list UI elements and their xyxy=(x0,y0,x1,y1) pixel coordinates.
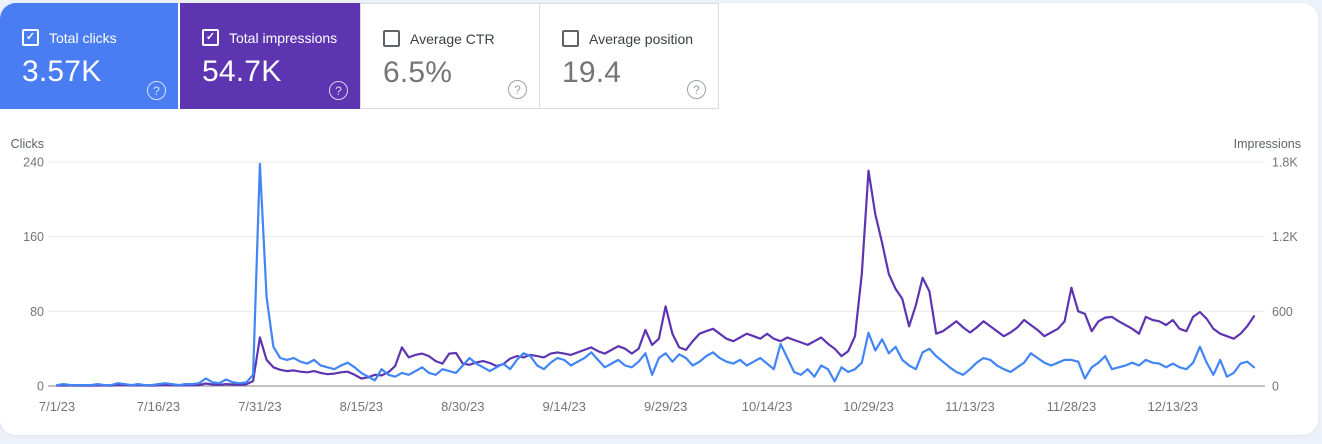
checkbox-average-ctr-icon[interactable] xyxy=(383,30,400,47)
help-icon[interactable]: ? xyxy=(329,81,348,100)
svg-text:10/14/23: 10/14/23 xyxy=(742,399,793,414)
metric-card-label: Average CTR xyxy=(410,30,495,47)
metric-card-label: Average position xyxy=(589,30,694,47)
metric-card-label: Total impressions xyxy=(229,29,338,46)
metric-card-value: 3.57K xyxy=(22,55,102,88)
svg-text:8/30/23: 8/30/23 xyxy=(441,399,484,414)
metric-card-value: 6.5% xyxy=(383,56,453,89)
svg-text:1.8K: 1.8K xyxy=(1272,156,1298,170)
metric-card-total-impressions[interactable]: Total impressions 54.7K ? xyxy=(180,3,360,109)
checkbox-total-impressions-icon[interactable] xyxy=(202,29,219,46)
metric-card-value: 54.7K xyxy=(202,55,282,88)
checkbox-average-position-icon[interactable] xyxy=(562,30,579,47)
svg-text:600: 600 xyxy=(1272,305,1293,319)
svg-text:0: 0 xyxy=(1272,380,1279,394)
svg-text:7/16/23: 7/16/23 xyxy=(137,399,180,414)
metric-card-average-position[interactable]: Average position 19.4 ? xyxy=(539,3,719,109)
svg-text:8/15/23: 8/15/23 xyxy=(340,399,383,414)
svg-text:7/1/23: 7/1/23 xyxy=(39,399,75,414)
metric-card-total-clicks[interactable]: Total clicks 3.57K ? xyxy=(0,3,178,109)
svg-text:7/31/23: 7/31/23 xyxy=(238,399,281,414)
svg-text:160: 160 xyxy=(23,230,44,244)
svg-text:0: 0 xyxy=(37,380,44,394)
svg-text:12/13/23: 12/13/23 xyxy=(1148,399,1199,414)
metric-card-header: Average CTR xyxy=(361,4,539,47)
y-axis-title-clicks: Clicks xyxy=(10,137,44,151)
help-icon[interactable]: ? xyxy=(147,81,166,100)
metric-card-header: Average position xyxy=(540,4,718,47)
svg-text:80: 80 xyxy=(30,305,44,319)
svg-text:240: 240 xyxy=(23,156,44,170)
y-axis-title-impressions: Impressions xyxy=(1233,137,1301,151)
help-icon[interactable]: ? xyxy=(508,80,527,99)
svg-text:10/29/23: 10/29/23 xyxy=(843,399,894,414)
svg-text:11/13/23: 11/13/23 xyxy=(945,399,995,414)
metric-card-average-ctr[interactable]: Average CTR 6.5% ? xyxy=(360,3,540,109)
metric-card-label: Total clicks xyxy=(49,29,117,46)
svg-text:9/29/23: 9/29/23 xyxy=(644,399,687,414)
checkbox-total-clicks-icon[interactable] xyxy=(22,29,39,46)
svg-text:11/28/23: 11/28/23 xyxy=(1047,399,1097,414)
help-icon[interactable]: ? xyxy=(687,80,706,99)
svg-text:1.2K: 1.2K xyxy=(1272,230,1298,244)
svg-text:9/14/23: 9/14/23 xyxy=(543,399,586,414)
metric-cards-row: Total clicks 3.57K ? Total impressions 5… xyxy=(0,3,719,109)
metric-card-header: Total clicks xyxy=(0,3,178,46)
metric-card-value: 19.4 xyxy=(562,56,622,89)
metric-card-header: Total impressions xyxy=(180,3,360,46)
